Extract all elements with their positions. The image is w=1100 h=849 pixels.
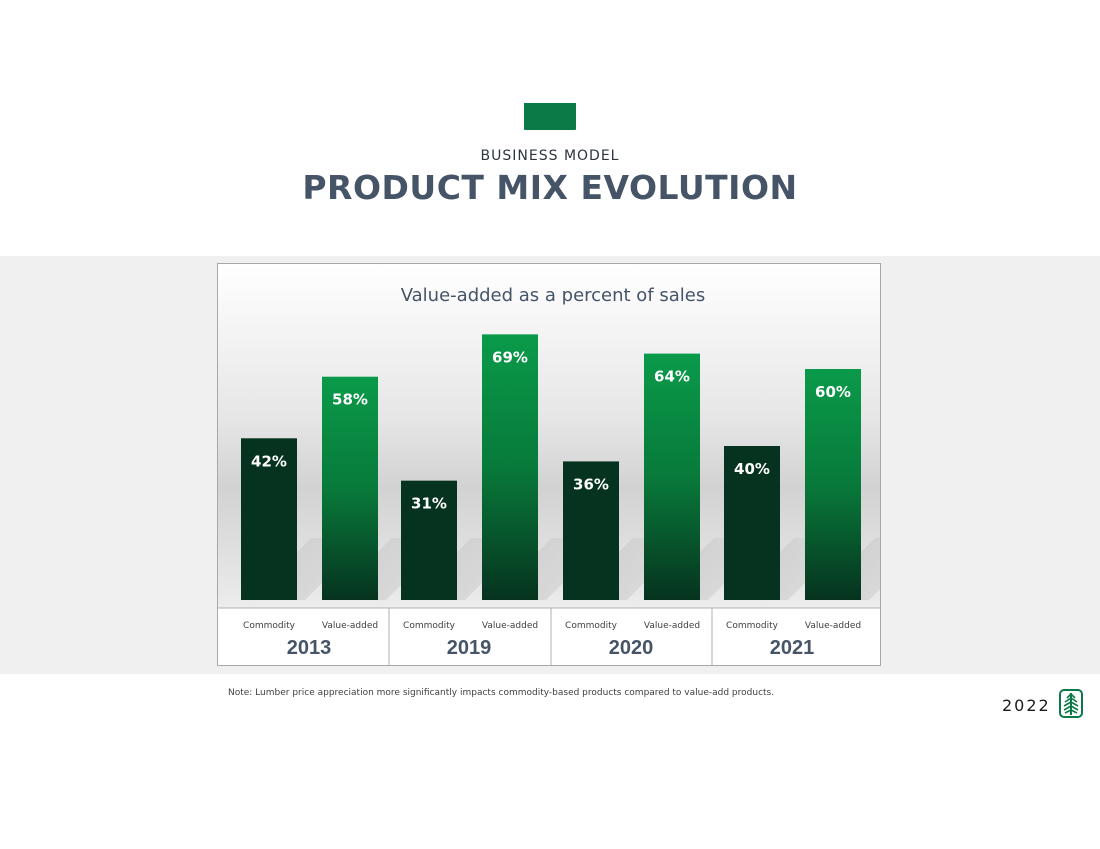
chart-title: Value-added as a percent of sales [401,285,706,306]
series-axis-label: Commodity [243,621,296,631]
bar-value-label: 58% [332,391,368,409]
series-axis-label: Value-added [482,621,538,631]
bar-commodity [401,480,457,600]
page-title: PRODUCT MIX EVOLUTION [302,168,798,207]
category-labels: Commodity Value-added Commodity Value-added… [243,621,861,631]
bar-value-label: 40% [734,460,770,478]
bar-value-added [644,353,700,600]
tree-icon [1059,689,1083,718]
year-label: 2020 [609,637,654,659]
series-axis-label: Value-added [805,621,861,631]
bar-chart: Value-added as a percent of sales 42% 58%… [218,264,880,665]
footnote: Note: Lumber price appreciation more sig… [228,688,775,698]
bar-commodity [241,438,297,600]
bar-commodity [563,461,619,600]
series-axis-label: Commodity [403,621,456,631]
bar-value-label: 42% [251,452,287,470]
bar-value-added [805,369,861,600]
bar-value-label: 31% [411,495,447,513]
section-eyebrow: BUSINESS MODEL [480,148,620,164]
bar-value-label: 60% [815,383,851,401]
year-label: 2013 [287,637,332,659]
bar-value-added [482,334,538,600]
series-axis-label: Value-added [322,621,378,631]
year-label: 2021 [770,637,815,659]
chart-panel: Value-added as a percent of sales 42% 58%… [217,263,881,666]
year-labels: 2013 2019 2020 2021 [287,637,815,659]
year-label: 2019 [447,637,492,659]
series-axis-label: Value-added [644,621,700,631]
bar-value-label: 69% [492,348,528,366]
bar-value-label: 36% [573,475,609,493]
bar-commodity [724,446,780,600]
footer-year: 2022 [1002,696,1051,715]
bar-value-added [322,376,378,600]
series-axis-label: Commodity [565,621,618,631]
bar-value-labels: 42% 58% 31% 69% 36% 64% 40% 60% [251,348,851,512]
series-axis-label: Commodity [726,621,779,631]
header-accent-bar [524,103,576,130]
bar-value-label: 64% [654,368,690,386]
category-dividers [388,608,713,665]
bars [241,334,861,600]
